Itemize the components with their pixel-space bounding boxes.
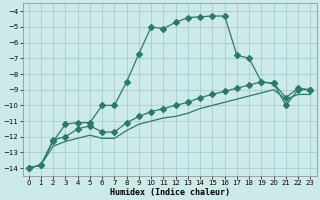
X-axis label: Humidex (Indice chaleur): Humidex (Indice chaleur) bbox=[109, 188, 229, 197]
